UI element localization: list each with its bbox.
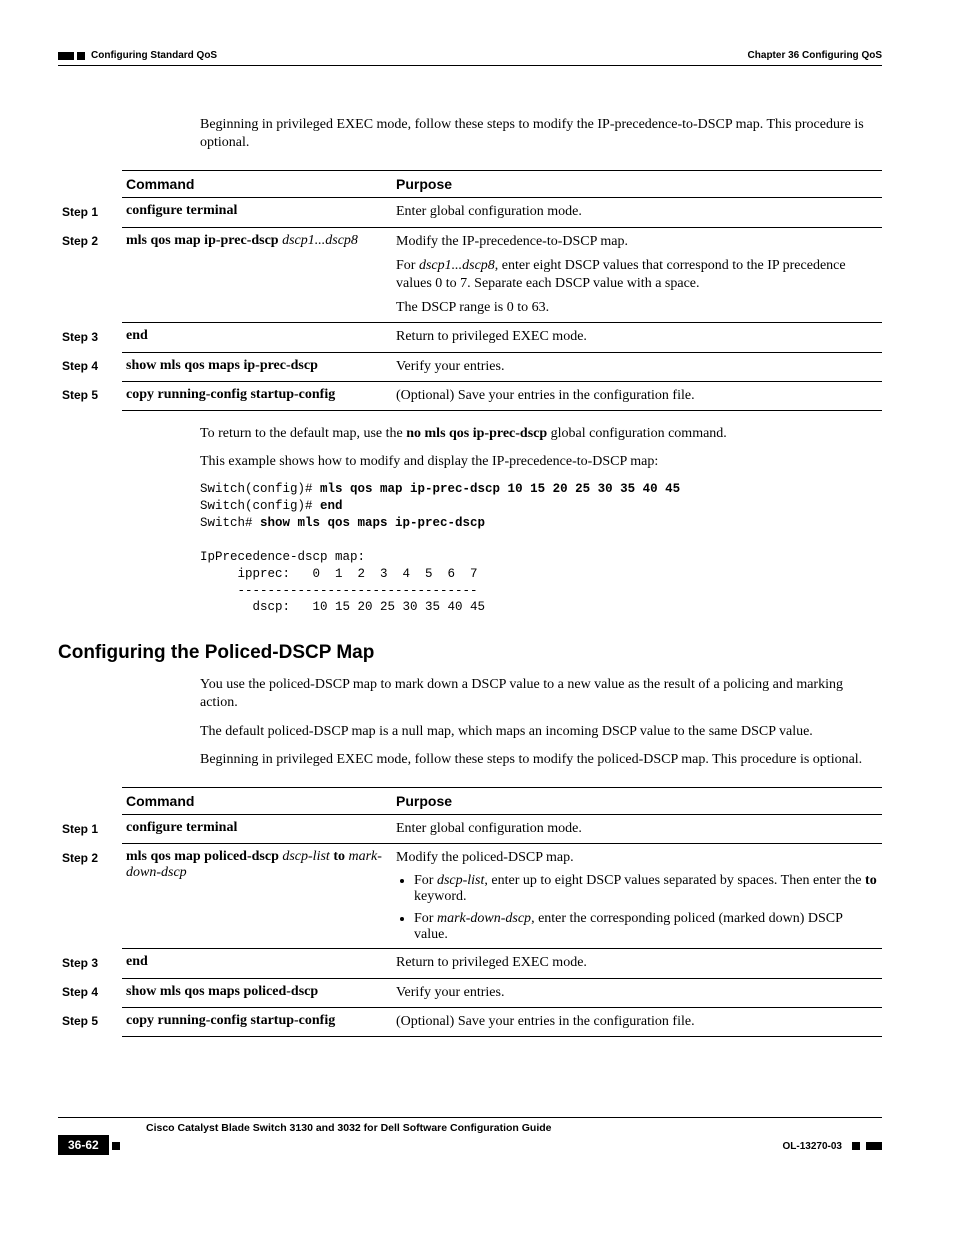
footer-square-icon (852, 1142, 860, 1150)
header-section: Configuring Standard QoS (91, 50, 217, 61)
table-row: Step 5copy running-config startup-config… (58, 381, 882, 410)
purpose-cell: Modify the policed-DSCP map.For dscp-lis… (392, 844, 882, 949)
table-header-blank (58, 171, 122, 198)
table-header-command: Command (122, 788, 392, 815)
purpose-cell: Return to privileged EXEC mode. (392, 323, 882, 352)
header-left: Configuring Standard QoS (58, 50, 217, 61)
doc-id: OL-13270-03 (783, 1141, 842, 1152)
table-row: Step 3endReturn to privileged EXEC mode. (58, 323, 882, 352)
table-row: Step 2mls qos map ip-prec-dscp dscp1...d… (58, 227, 882, 323)
purpose-cell: (Optional) Save your entries in the conf… (392, 1007, 882, 1036)
command-cell: show mls qos maps policed-dscp (122, 978, 392, 1007)
step-label: Step 1 (58, 198, 122, 227)
table-row: Step 1configure terminalEnter global con… (58, 815, 882, 844)
purpose-cell: Verify your entries. (392, 352, 882, 381)
command-cell: mls qos map policed-dscp dscp-list to ma… (122, 844, 392, 949)
table-row: Step 5copy running-config startup-config… (58, 1007, 882, 1036)
purpose-cell: Enter global configuration mode. (392, 198, 882, 227)
header-rule (58, 65, 882, 66)
example-intro-paragraph: This example shows how to modify and dis… (200, 453, 878, 471)
step-label: Step 4 (58, 352, 122, 381)
section-heading: Configuring the Policed-DSCP Map (58, 642, 882, 664)
header-bar-icon (58, 52, 74, 60)
command-cell: show mls qos maps ip-prec-dscp (122, 352, 392, 381)
purpose-cell: Return to privileged EXEC mode. (392, 949, 882, 978)
table-row: Step 2mls qos map policed-dscp dscp-list… (58, 844, 882, 949)
step-label: Step 2 (58, 227, 122, 323)
step-label: Step 5 (58, 381, 122, 410)
table-row: Step 1configure terminalEnter global con… (58, 198, 882, 227)
purpose-cell: Verify your entries. (392, 978, 882, 1007)
terminal-output: Switch(config)# mls qos map ip-prec-dscp… (200, 481, 878, 616)
table-header-command: Command (122, 171, 392, 198)
command-cell: mls qos map ip-prec-dscp dscp1...dscp8 (122, 227, 392, 323)
return-default-paragraph: To return to the default map, use the no… (200, 425, 878, 443)
purpose-cell: (Optional) Save your entries in the conf… (392, 381, 882, 410)
page-box-icon (112, 1142, 120, 1150)
table1-body: Step 1configure terminalEnter global con… (58, 198, 882, 411)
command-table-1: Command Purpose Step 1configure terminal… (58, 170, 882, 411)
table-header-purpose: Purpose (392, 171, 882, 198)
command-cell: copy running-config startup-config (122, 1007, 392, 1036)
table-row: Step 4show mls qos maps ip-prec-dscpVeri… (58, 352, 882, 381)
purpose-cell: Enter global configuration mode. (392, 815, 882, 844)
header-square-icon (77, 52, 85, 60)
intro-paragraph: Beginning in privileged EXEC mode, follo… (200, 116, 878, 152)
table-row: Step 4show mls qos maps policed-dscpVeri… (58, 978, 882, 1007)
page-number-badge: 36-62 (58, 1135, 109, 1155)
step-label: Step 5 (58, 1007, 122, 1036)
header-chapter: Chapter 36 Configuring QoS (748, 50, 882, 61)
sec2-paragraph-3: Beginning in privileged EXEC mode, follo… (200, 751, 878, 769)
command-table-2: Command Purpose Step 1configure terminal… (58, 787, 882, 1037)
table2-body: Step 1configure terminalEnter global con… (58, 815, 882, 1037)
page-header: Configuring Standard QoS Chapter 36 Conf… (58, 50, 882, 61)
footer-book-title: Cisco Catalyst Blade Switch 3130 and 303… (146, 1122, 882, 1134)
footer-row: 36-62 OL-13270-03 (58, 1138, 882, 1154)
sec2-paragraph-1: You use the policed-DSCP map to mark dow… (200, 676, 878, 712)
purpose-cell: Modify the IP-precedence-to-DSCP map.For… (392, 227, 882, 323)
sec2-paragraph-2: The default policed-DSCP map is a null m… (200, 723, 878, 741)
step-label: Step 4 (58, 978, 122, 1007)
footer-rule (58, 1117, 882, 1118)
command-cell: end (122, 949, 392, 978)
command-cell: configure terminal (122, 198, 392, 227)
step-label: Step 1 (58, 815, 122, 844)
table-header-blank (58, 788, 122, 815)
footer-bar-icon (866, 1142, 882, 1150)
command-cell: configure terminal (122, 815, 392, 844)
table-row: Step 3endReturn to privileged EXEC mode. (58, 949, 882, 978)
command-cell: end (122, 323, 392, 352)
step-label: Step 3 (58, 323, 122, 352)
step-label: Step 2 (58, 844, 122, 949)
command-cell: copy running-config startup-config (122, 381, 392, 410)
table-header-purpose: Purpose (392, 788, 882, 815)
step-label: Step 3 (58, 949, 122, 978)
